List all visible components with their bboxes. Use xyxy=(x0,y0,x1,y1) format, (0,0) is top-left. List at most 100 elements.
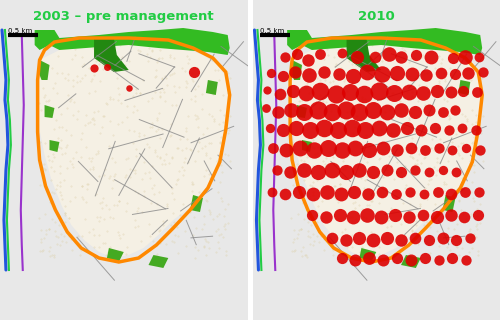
Point xyxy=(475,54,483,60)
Point xyxy=(338,148,345,153)
Text: 2003 – pre management: 2003 – pre management xyxy=(34,10,214,23)
Point xyxy=(268,70,276,76)
Point xyxy=(314,108,322,113)
Point xyxy=(408,71,416,76)
Point xyxy=(356,109,364,115)
Polygon shape xyxy=(302,140,312,152)
Point xyxy=(446,89,454,95)
Point xyxy=(302,91,310,96)
Point xyxy=(270,145,278,151)
Point xyxy=(324,145,332,151)
Point xyxy=(310,148,318,153)
Point xyxy=(262,105,270,110)
Point xyxy=(375,88,383,93)
Point xyxy=(378,189,386,195)
Point xyxy=(308,212,316,218)
Point xyxy=(334,127,342,132)
Point xyxy=(332,92,340,97)
Point xyxy=(385,52,393,57)
Point xyxy=(292,125,300,131)
Point xyxy=(370,108,378,113)
Point xyxy=(320,125,328,131)
Point xyxy=(383,236,391,241)
Point xyxy=(460,214,468,220)
Point xyxy=(366,255,374,260)
Point xyxy=(472,127,480,132)
Polygon shape xyxy=(458,80,470,95)
Point xyxy=(295,189,303,195)
Point xyxy=(462,54,469,60)
Point xyxy=(397,108,405,113)
Point xyxy=(296,145,304,151)
Point xyxy=(293,52,301,57)
Point xyxy=(405,214,413,220)
Point xyxy=(304,58,312,63)
Point xyxy=(342,237,349,243)
Point xyxy=(334,71,342,76)
Point xyxy=(378,71,386,76)
Point xyxy=(452,170,460,175)
Text: 0.5 km: 0.5 km xyxy=(8,28,32,34)
Point xyxy=(436,70,444,76)
Point xyxy=(383,167,391,172)
Point xyxy=(279,73,287,78)
Point xyxy=(300,167,308,172)
Point xyxy=(320,69,328,75)
Polygon shape xyxy=(346,38,381,72)
Polygon shape xyxy=(442,195,456,212)
Point xyxy=(464,70,472,76)
Point xyxy=(460,88,468,93)
Point xyxy=(383,109,391,115)
Point xyxy=(350,73,358,78)
Point xyxy=(300,109,308,115)
Point xyxy=(370,237,378,243)
Point xyxy=(286,170,294,175)
Point xyxy=(446,212,454,218)
Point xyxy=(342,108,349,113)
Point xyxy=(362,127,370,132)
Point xyxy=(279,127,287,132)
Point xyxy=(322,214,330,220)
Point xyxy=(348,125,356,131)
Point xyxy=(473,89,481,95)
Polygon shape xyxy=(190,195,203,212)
Point xyxy=(314,170,322,175)
Text: 2010: 2010 xyxy=(358,10,395,23)
Point xyxy=(338,51,345,56)
Point xyxy=(360,92,368,97)
Point xyxy=(354,54,362,60)
Point xyxy=(479,69,487,75)
Point xyxy=(432,88,440,93)
Point xyxy=(448,148,456,153)
Polygon shape xyxy=(94,38,128,72)
Point xyxy=(397,54,405,60)
Point xyxy=(474,212,482,218)
Point xyxy=(444,127,452,132)
Point xyxy=(379,145,387,151)
Polygon shape xyxy=(148,255,169,268)
Point xyxy=(305,72,313,77)
Point xyxy=(411,109,419,115)
Point xyxy=(379,257,387,262)
PathPatch shape xyxy=(34,28,230,55)
Point xyxy=(336,212,344,218)
Point xyxy=(328,236,336,241)
Point xyxy=(412,52,420,58)
Point xyxy=(390,91,398,96)
Point xyxy=(276,92,284,97)
Point xyxy=(281,191,289,196)
Point xyxy=(372,54,380,60)
Point xyxy=(342,170,349,175)
Point xyxy=(352,257,360,262)
Point xyxy=(316,52,324,57)
Point xyxy=(424,108,432,113)
Point xyxy=(452,237,460,243)
Point xyxy=(421,148,429,153)
Point xyxy=(393,70,401,76)
Point xyxy=(438,236,446,241)
Point xyxy=(424,170,432,175)
Point xyxy=(419,212,427,218)
Point xyxy=(338,255,345,260)
Point xyxy=(422,72,430,77)
Point xyxy=(434,145,442,151)
